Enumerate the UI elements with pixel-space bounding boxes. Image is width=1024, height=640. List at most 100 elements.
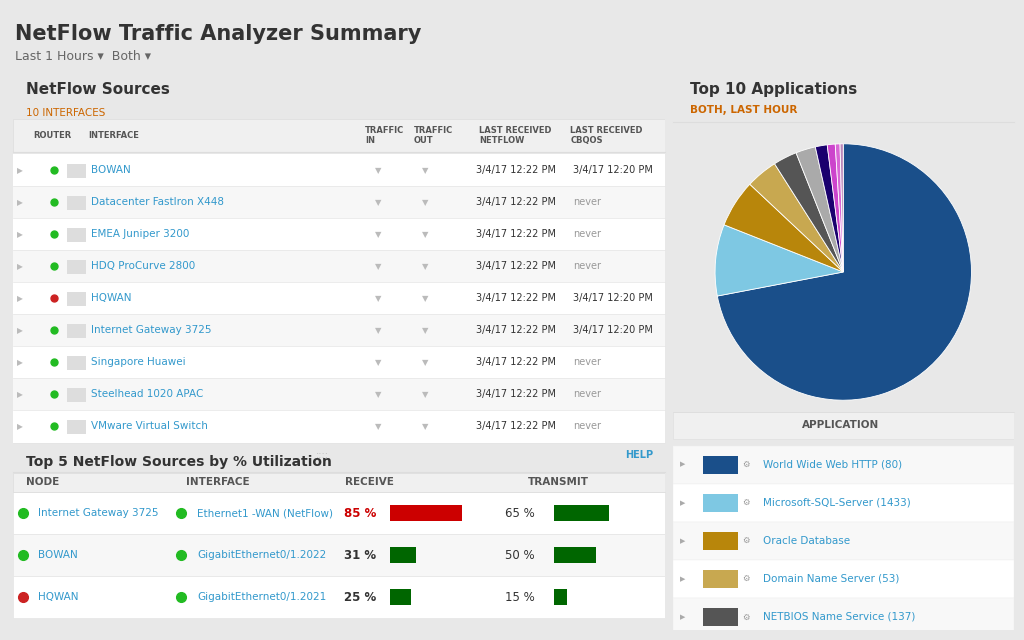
Text: World Wide Web HTTP (80): World Wide Web HTTP (80)	[763, 460, 902, 470]
Text: INTERFACE: INTERFACE	[88, 131, 139, 140]
Text: ▼: ▼	[422, 358, 429, 367]
Text: TRANSMIT: TRANSMIT	[527, 477, 589, 487]
Text: 31 %: 31 %	[344, 548, 376, 561]
Text: NETBIOS Name Service (137): NETBIOS Name Service (137)	[763, 612, 915, 622]
Text: never: never	[573, 261, 601, 271]
Text: BOTH, LAST HOUR: BOTH, LAST HOUR	[690, 105, 798, 115]
Text: 3/4/17 12:22 PM: 3/4/17 12:22 PM	[476, 390, 556, 399]
FancyBboxPatch shape	[13, 472, 665, 492]
Text: 3/4/17 12:20 PM: 3/4/17 12:20 PM	[573, 165, 653, 175]
Text: ▼: ▼	[375, 294, 381, 303]
FancyBboxPatch shape	[68, 228, 86, 242]
Text: ▼: ▼	[422, 294, 429, 303]
Text: EMEA Juniper 3200: EMEA Juniper 3200	[91, 229, 189, 239]
Text: HELP: HELP	[626, 450, 653, 460]
Text: never: never	[573, 390, 601, 399]
Text: 3/4/17 12:22 PM: 3/4/17 12:22 PM	[476, 357, 556, 367]
Text: LAST RECEIVED
CBQOS: LAST RECEIVED CBQOS	[570, 125, 643, 145]
Text: ▶: ▶	[680, 538, 686, 544]
Text: 3/4/17 12:22 PM: 3/4/17 12:22 PM	[476, 197, 556, 207]
Text: TRAFFIC
OUT: TRAFFIC OUT	[414, 125, 453, 145]
Text: never: never	[573, 229, 601, 239]
Text: Oracle Database: Oracle Database	[763, 536, 850, 546]
FancyBboxPatch shape	[703, 570, 737, 588]
Text: ▼: ▼	[422, 166, 429, 175]
Text: INTERFACE: INTERFACE	[186, 477, 250, 487]
Text: ▼: ▼	[375, 166, 381, 175]
Text: Internet Gateway 3725: Internet Gateway 3725	[38, 508, 159, 518]
Text: ▼: ▼	[422, 230, 429, 239]
FancyBboxPatch shape	[13, 186, 665, 218]
Text: 50 %: 50 %	[505, 548, 535, 561]
FancyBboxPatch shape	[13, 576, 665, 618]
Text: LAST RECEIVED
NETFLOW: LAST RECEIVED NETFLOW	[479, 125, 552, 145]
Text: ▶: ▶	[680, 500, 686, 506]
Wedge shape	[840, 144, 844, 272]
Text: NODE: NODE	[27, 477, 59, 487]
Text: 3/4/17 12:22 PM: 3/4/17 12:22 PM	[476, 293, 556, 303]
Text: ▼: ▼	[375, 422, 381, 431]
FancyBboxPatch shape	[68, 196, 86, 210]
Text: ⚙: ⚙	[742, 612, 751, 621]
Text: ▶: ▶	[16, 326, 23, 335]
Text: RECEIVE: RECEIVE	[345, 477, 394, 487]
Text: 3/4/17 12:22 PM: 3/4/17 12:22 PM	[476, 165, 556, 175]
Text: ▼: ▼	[375, 198, 381, 207]
Text: 85 %: 85 %	[344, 507, 377, 520]
FancyBboxPatch shape	[390, 547, 416, 563]
FancyBboxPatch shape	[13, 250, 665, 282]
Text: ▶: ▶	[16, 422, 23, 431]
Text: HQWAN: HQWAN	[91, 293, 132, 303]
Text: ▶: ▶	[16, 390, 23, 399]
Text: 15 %: 15 %	[505, 591, 535, 604]
FancyBboxPatch shape	[554, 505, 609, 522]
Wedge shape	[715, 225, 844, 296]
Text: ▼: ▼	[375, 326, 381, 335]
FancyBboxPatch shape	[13, 492, 665, 534]
Text: ⚙: ⚙	[742, 574, 751, 584]
Text: 3/4/17 12:22 PM: 3/4/17 12:22 PM	[476, 229, 556, 239]
FancyBboxPatch shape	[68, 260, 86, 274]
FancyBboxPatch shape	[673, 445, 1014, 484]
FancyBboxPatch shape	[68, 420, 86, 434]
FancyBboxPatch shape	[13, 410, 665, 442]
Wedge shape	[774, 153, 844, 272]
Text: 65 %: 65 %	[505, 507, 535, 520]
Text: never: never	[573, 197, 601, 207]
FancyBboxPatch shape	[68, 356, 86, 370]
Text: ▼: ▼	[375, 358, 381, 367]
FancyBboxPatch shape	[673, 412, 1014, 439]
Text: ▼: ▼	[375, 230, 381, 239]
Text: ⚙: ⚙	[742, 460, 751, 469]
FancyBboxPatch shape	[703, 494, 737, 512]
Wedge shape	[796, 147, 844, 272]
Wedge shape	[724, 184, 844, 272]
FancyBboxPatch shape	[390, 589, 411, 605]
Wedge shape	[836, 144, 844, 272]
Text: ▼: ▼	[422, 262, 429, 271]
Text: 3/4/17 12:20 PM: 3/4/17 12:20 PM	[573, 325, 653, 335]
Text: ▶: ▶	[16, 230, 23, 239]
FancyBboxPatch shape	[68, 388, 86, 402]
FancyBboxPatch shape	[703, 532, 737, 550]
FancyBboxPatch shape	[673, 484, 1014, 522]
Text: ▶: ▶	[16, 166, 23, 175]
Text: NetFlow Sources: NetFlow Sources	[27, 81, 170, 97]
FancyBboxPatch shape	[13, 534, 665, 576]
FancyBboxPatch shape	[68, 164, 86, 178]
Text: 25 %: 25 %	[344, 591, 377, 604]
FancyBboxPatch shape	[13, 314, 665, 346]
FancyBboxPatch shape	[703, 608, 737, 626]
Text: ⚙: ⚙	[742, 536, 751, 545]
Text: ▶: ▶	[680, 461, 686, 468]
FancyBboxPatch shape	[13, 346, 665, 378]
Wedge shape	[718, 144, 972, 400]
Wedge shape	[827, 144, 844, 272]
Text: never: never	[573, 357, 601, 367]
Text: 3/4/17 12:22 PM: 3/4/17 12:22 PM	[476, 261, 556, 271]
Text: ▼: ▼	[422, 198, 429, 207]
FancyBboxPatch shape	[390, 505, 462, 522]
Text: ▶: ▶	[680, 576, 686, 582]
FancyBboxPatch shape	[13, 218, 665, 250]
Text: GigabitEthernet0/1.2021: GigabitEthernet0/1.2021	[197, 592, 327, 602]
